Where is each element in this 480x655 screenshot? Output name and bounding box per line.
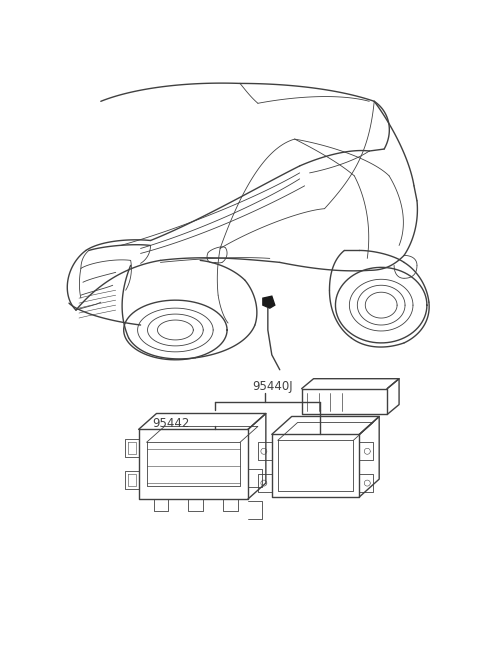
Polygon shape — [263, 296, 275, 308]
Text: 95440J: 95440J — [252, 380, 292, 393]
Text: 95442: 95442 — [153, 417, 190, 430]
